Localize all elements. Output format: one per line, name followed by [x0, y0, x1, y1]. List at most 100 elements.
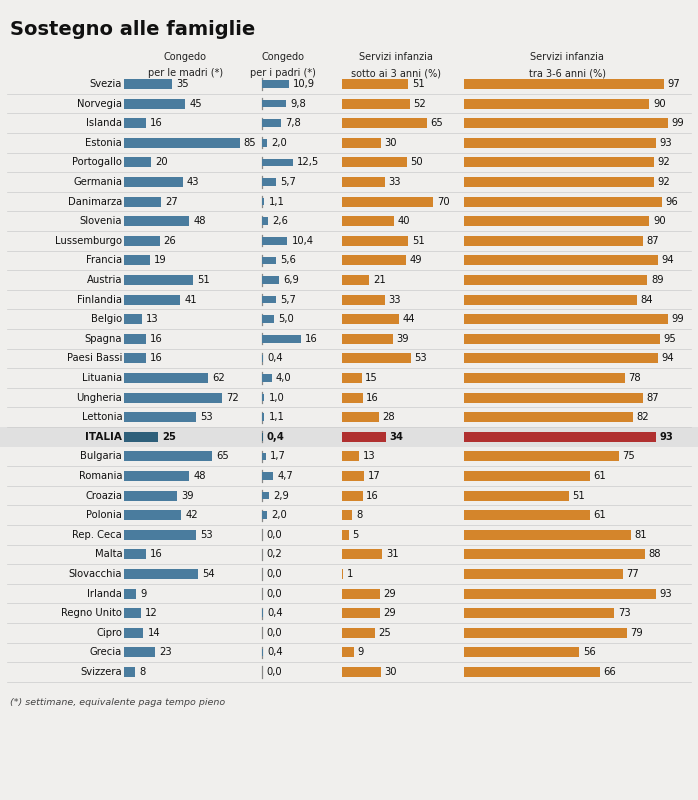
Bar [342, 334, 393, 344]
Bar [124, 667, 135, 677]
Text: 49: 49 [409, 255, 422, 266]
Text: 53: 53 [200, 530, 213, 540]
Text: 16: 16 [366, 490, 379, 501]
Text: 29: 29 [383, 589, 396, 598]
Bar [464, 177, 653, 187]
Bar [124, 236, 160, 246]
Text: 92: 92 [657, 177, 670, 187]
Text: 16: 16 [150, 550, 163, 559]
Text: Congedo: Congedo [261, 52, 304, 62]
Text: 0,4: 0,4 [267, 647, 283, 658]
Bar [124, 393, 222, 402]
Text: 15: 15 [365, 373, 378, 383]
Text: Lettonia: Lettonia [82, 412, 122, 422]
Text: 5,7: 5,7 [280, 177, 296, 187]
Text: 75: 75 [622, 451, 635, 462]
Text: Slovacchia: Slovacchia [68, 569, 122, 579]
Bar [124, 608, 140, 618]
Text: Danimarza: Danimarza [68, 197, 122, 206]
Text: 0,0: 0,0 [266, 589, 281, 598]
Bar [262, 80, 288, 88]
Text: 28: 28 [382, 412, 394, 422]
Bar [124, 158, 151, 167]
Text: (*) settimane, equivalente paga tempo pieno: (*) settimane, equivalente paga tempo pi… [10, 698, 225, 707]
Text: 51: 51 [412, 236, 424, 246]
Text: 96: 96 [665, 197, 678, 206]
Text: 21: 21 [373, 275, 385, 285]
Text: 9,8: 9,8 [290, 98, 306, 109]
Text: Estonia: Estonia [85, 138, 122, 148]
Text: 13: 13 [362, 451, 375, 462]
Bar [124, 510, 181, 520]
Bar [464, 569, 623, 579]
Bar [262, 296, 276, 303]
Bar [262, 374, 272, 382]
Text: 8: 8 [140, 667, 146, 677]
Text: 5,0: 5,0 [279, 314, 294, 324]
Text: 1,7: 1,7 [270, 451, 286, 462]
Text: 0,4: 0,4 [267, 354, 283, 363]
Bar [464, 236, 644, 246]
Bar [464, 197, 662, 206]
Text: Sostegno alle famiglie: Sostegno alle famiglie [10, 20, 255, 39]
Bar [124, 197, 161, 206]
Bar [342, 569, 343, 579]
Text: 41: 41 [184, 294, 197, 305]
Bar [262, 511, 267, 519]
Bar [342, 667, 381, 677]
Text: 77: 77 [626, 569, 639, 579]
Bar [124, 216, 189, 226]
Text: 0,0: 0,0 [266, 628, 281, 638]
Text: 97: 97 [667, 79, 680, 89]
Text: Croazia: Croazia [85, 490, 122, 501]
Bar [124, 569, 198, 579]
Text: 17: 17 [368, 471, 380, 481]
Text: 72: 72 [226, 393, 239, 402]
Bar [262, 414, 265, 421]
Text: Norvegia: Norvegia [77, 98, 122, 109]
Text: 53: 53 [200, 412, 213, 422]
Bar [342, 589, 380, 598]
Bar [124, 412, 196, 422]
Text: 66: 66 [604, 667, 616, 677]
Bar [464, 667, 600, 677]
Text: 2,0: 2,0 [271, 138, 287, 148]
Text: sotto ai 3 anni (%): sotto ai 3 anni (%) [351, 68, 440, 78]
Text: 10,4: 10,4 [292, 236, 313, 246]
Bar [464, 98, 649, 109]
Text: 5,7: 5,7 [280, 294, 296, 305]
Bar [342, 550, 383, 559]
Bar [342, 451, 359, 462]
Bar [124, 177, 183, 187]
Text: 25: 25 [163, 432, 176, 442]
Text: ITALIA: ITALIA [85, 432, 122, 442]
Text: 16: 16 [305, 334, 318, 344]
Bar [464, 158, 653, 167]
Text: 25: 25 [378, 628, 391, 638]
Text: 53: 53 [415, 354, 427, 363]
Text: Malta: Malta [94, 550, 122, 559]
Text: 0,0: 0,0 [266, 667, 281, 677]
Text: 1,1: 1,1 [269, 197, 285, 206]
Bar [124, 275, 193, 285]
Text: 99: 99 [671, 314, 684, 324]
Text: Paesi Bassi: Paesi Bassi [67, 354, 122, 363]
Text: 5,6: 5,6 [280, 255, 296, 266]
Text: Svizzera: Svizzera [80, 667, 122, 677]
Bar [342, 412, 378, 422]
Text: 54: 54 [202, 569, 214, 579]
Text: 13: 13 [146, 314, 158, 324]
Text: Finlandia: Finlandia [77, 294, 122, 305]
Bar [342, 255, 406, 266]
Text: tra 3-6 anni (%): tra 3-6 anni (%) [528, 68, 606, 78]
Text: 35: 35 [176, 79, 188, 89]
Text: 70: 70 [437, 197, 450, 206]
Bar [124, 589, 137, 598]
Text: 42: 42 [186, 510, 198, 520]
Text: 1,1: 1,1 [269, 412, 285, 422]
Bar [262, 158, 292, 166]
Text: Belgio: Belgio [91, 314, 122, 324]
Bar [262, 276, 279, 284]
Text: 9: 9 [357, 647, 364, 658]
Text: 51: 51 [572, 490, 586, 501]
